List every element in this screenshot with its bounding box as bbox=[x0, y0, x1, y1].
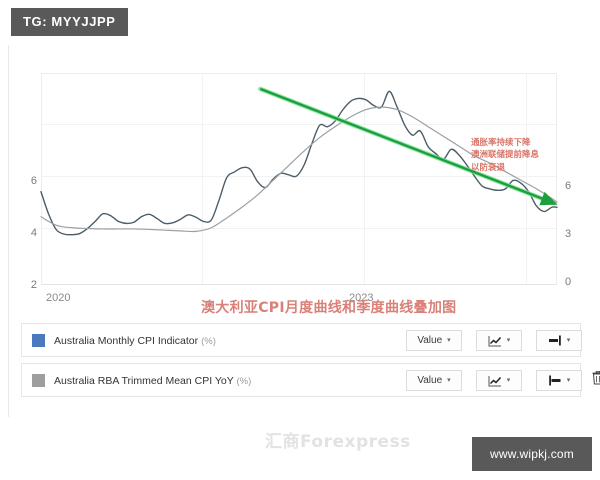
x-axis-tick-2020: 2020 bbox=[46, 292, 71, 304]
axis-align-dropdown[interactable]: ▾ bbox=[536, 370, 582, 391]
chart-lines bbox=[40, 86, 558, 236]
chevron-down-icon: ▾ bbox=[447, 337, 451, 344]
series-row-monthly-cpi[interactable]: Australia Monthly CPI Indicator (%) Valu… bbox=[21, 323, 582, 357]
plot-area[interactable] bbox=[41, 73, 557, 285]
y-axis-right-tick-3: 3 bbox=[565, 228, 572, 240]
series-label-text: Australia Monthly CPI Indicator bbox=[54, 335, 199, 347]
value-dropdown[interactable]: Value ▾ bbox=[406, 330, 462, 351]
chart-title-overlay: 澳大利亚CPI月度曲线和季度曲线叠加图 bbox=[201, 300, 457, 316]
gridline-vertical bbox=[526, 74, 527, 284]
chevron-down-icon: ▾ bbox=[506, 337, 511, 344]
series-unit: (%) bbox=[236, 376, 252, 387]
y-axis-left-tick-6: 6 bbox=[30, 175, 37, 187]
gridline-horizontal bbox=[42, 124, 556, 125]
chart-app-card: 6 4 2 6 3 0 2020 2023 通胀率持续下降 澳洲联储提前降息 以… bbox=[8, 45, 600, 452]
site-url-badge: www.wipkj.com bbox=[472, 437, 592, 471]
y-axis-left-tick-4: 4 bbox=[30, 227, 37, 239]
value-dropdown[interactable]: Value ▾ bbox=[406, 370, 462, 391]
series-label: Australia RBA Trimmed Mean CPI YoY (%) bbox=[54, 374, 251, 389]
y-axis-right-tick-6: 6 bbox=[565, 180, 572, 192]
trash-icon bbox=[592, 370, 600, 390]
y-axis-left-tick-2: 2 bbox=[30, 279, 37, 291]
gridline-vertical bbox=[364, 74, 365, 284]
axis-align-dropdown[interactable]: ▾ bbox=[536, 330, 582, 351]
value-dropdown-label: Value bbox=[417, 375, 443, 386]
series-line-monthly-cpi bbox=[40, 90, 558, 236]
chart-type-dropdown[interactable]: ▾ bbox=[476, 370, 522, 391]
line-chart-icon bbox=[488, 335, 502, 347]
annotation-note-line-2: 澳洲联储提前降息 bbox=[471, 150, 540, 161]
axis-align-left-icon bbox=[548, 375, 562, 386]
chevron-down-icon: ▾ bbox=[566, 337, 571, 344]
series-label-text: Australia RBA Trimmed Mean CPI YoY bbox=[54, 375, 234, 387]
series-unit: (%) bbox=[201, 336, 216, 347]
series-line-trimmed-mean bbox=[40, 106, 558, 233]
y-axis-right-tick-0: 0 bbox=[565, 276, 572, 288]
gridline-vertical bbox=[202, 74, 203, 284]
series-color-swatch[interactable] bbox=[32, 374, 45, 387]
value-dropdown-label: Value bbox=[417, 335, 443, 346]
annotation-note: 通胀率持续下降 澳洲联储提前降息 以防衰退 bbox=[471, 137, 539, 174]
telegram-handle-badge: TG: MYYJJPP bbox=[11, 8, 128, 36]
watermark-forexpress: 汇商Forexpress bbox=[265, 432, 411, 452]
chevron-down-icon: ▾ bbox=[447, 377, 451, 384]
series-label: Australia Monthly CPI Indicator (%) bbox=[54, 334, 216, 349]
x-axis-tick-2023: 2023 bbox=[349, 292, 374, 304]
chevron-down-icon: ▾ bbox=[506, 377, 511, 384]
delete-series-button[interactable] bbox=[588, 370, 600, 391]
series-color-swatch[interactable] bbox=[32, 334, 45, 347]
series-legend-list: Australia Monthly CPI Indicator (%) Valu… bbox=[21, 323, 600, 403]
chart-type-dropdown[interactable]: ▾ bbox=[476, 330, 522, 351]
series-row-trimmed-mean[interactable]: Australia RBA Trimmed Mean CPI YoY (%) V… bbox=[21, 363, 600, 397]
downward-trend-arrow bbox=[259, 87, 558, 206]
gridline-horizontal bbox=[42, 176, 556, 177]
chevron-down-icon: ▾ bbox=[566, 377, 571, 384]
line-chart-icon bbox=[488, 375, 502, 387]
annotation-note-line-1: 通胀率持续下降 bbox=[471, 138, 531, 148]
annotation-note-line-3: 以防衰退 bbox=[471, 162, 506, 173]
gridline-horizontal bbox=[42, 228, 556, 229]
axis-align-right-icon bbox=[548, 335, 562, 346]
chart-panel[interactable]: 6 4 2 6 3 0 2020 2023 通胀率持续下降 澳洲联储提前降息 以… bbox=[9, 45, 593, 316]
